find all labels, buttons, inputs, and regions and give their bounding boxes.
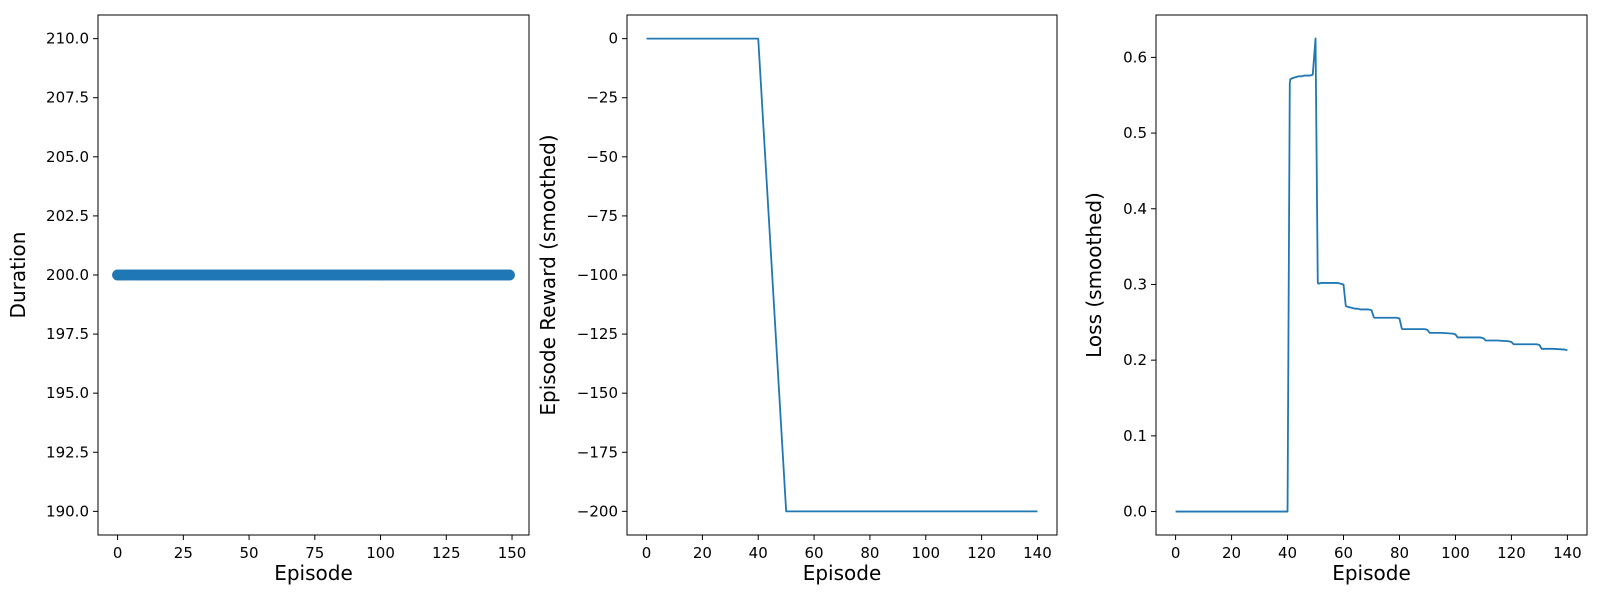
y-tick-label: −200 — [577, 502, 618, 520]
x-tick-label: 80 — [860, 544, 879, 562]
y-tick-label: −25 — [586, 89, 618, 107]
x-tick-label: 100 — [366, 544, 395, 562]
x-tick-label: 40 — [749, 544, 768, 562]
x-tick-label: 60 — [805, 544, 824, 562]
duration-panel: 0 25 50 75 100 125 150 190.0 192.5 195.0 197.5 200.… — [6, 14, 530, 585]
y-tick-label: 195.0 — [46, 384, 89, 402]
y-tick-label: 190.0 — [46, 502, 89, 520]
x-tick-label: 75 — [305, 544, 324, 562]
y-tick-label: −100 — [577, 266, 618, 284]
y-tick-label: −50 — [586, 148, 618, 166]
x-tick-label: 140 — [1023, 544, 1052, 562]
x-tick-label: 140 — [1553, 544, 1582, 562]
series-line — [646, 37, 1038, 513]
reward-panel: 0 20 40 60 80 100 120 140 0 −25 −50 −75 −100 −125 −150… — [536, 14, 1058, 585]
y-axis-label: Episode Reward (smoothed) — [536, 134, 560, 415]
x-tick-label: 20 — [1222, 544, 1241, 562]
scatter-point — [503, 269, 515, 281]
y-tick-label: 0.4 — [1123, 200, 1147, 218]
y-tick-label: 0.2 — [1123, 351, 1147, 369]
series-line — [1175, 37, 1568, 513]
x-axis-label: Episode — [803, 561, 882, 585]
loss-panel: 0 20 40 60 80 100 120 140 0.0 0.1 0.2 0.3 0.4 0.5 0.6 E… — [1082, 14, 1588, 585]
y-tick-label: 197.5 — [46, 325, 89, 343]
x-tick-label: 0 — [113, 544, 123, 562]
y-axis-label: Loss (smoothed) — [1082, 192, 1106, 358]
y-tick-label: 205.0 — [46, 148, 89, 166]
y-tick-label: −175 — [577, 443, 618, 461]
x-tick-label: 60 — [1334, 544, 1353, 562]
x-tick-label: 40 — [1278, 544, 1297, 562]
x-tick-label: 120 — [967, 544, 996, 562]
plot-frame — [1155, 14, 1588, 536]
y-tick-label: −150 — [577, 384, 618, 402]
y-tick-label: 0 — [608, 30, 618, 48]
x-tick-label: 120 — [1497, 544, 1526, 562]
y-tick-label: 202.5 — [46, 207, 89, 225]
x-tick-label: 25 — [174, 544, 193, 562]
y-axis-label: Duration — [6, 232, 30, 319]
x-tick-label: 20 — [693, 544, 712, 562]
x-tick-label: 125 — [432, 544, 461, 562]
y-tick-label: 0.6 — [1123, 48, 1147, 66]
x-tick-label: 80 — [1390, 544, 1409, 562]
x-tick-label: 150 — [498, 544, 527, 562]
x-tick-label: 50 — [240, 544, 259, 562]
y-tick-label: 0.0 — [1123, 503, 1147, 521]
plot-frame — [97, 14, 530, 536]
y-tick-label: −75 — [586, 207, 618, 225]
x-axis-label: Episode — [1332, 561, 1411, 585]
plot-frame — [626, 14, 1058, 536]
y-tick-label: 0.3 — [1123, 275, 1147, 293]
x-tick-label: 100 — [911, 544, 940, 562]
y-tick-label: 192.5 — [46, 443, 89, 461]
y-tick-label: 200.0 — [46, 266, 89, 284]
y-tick-label: 210.0 — [46, 30, 89, 48]
x-tick-label: 0 — [1171, 544, 1181, 562]
y-tick-label: 0.5 — [1123, 124, 1147, 142]
x-axis-label: Episode — [274, 561, 353, 585]
x-tick-label: 100 — [1441, 544, 1470, 562]
y-tick-label: −125 — [577, 325, 618, 343]
y-tick-label: 0.1 — [1123, 427, 1147, 445]
y-tick-label: 207.5 — [46, 89, 89, 107]
x-tick-label: 0 — [642, 544, 652, 562]
